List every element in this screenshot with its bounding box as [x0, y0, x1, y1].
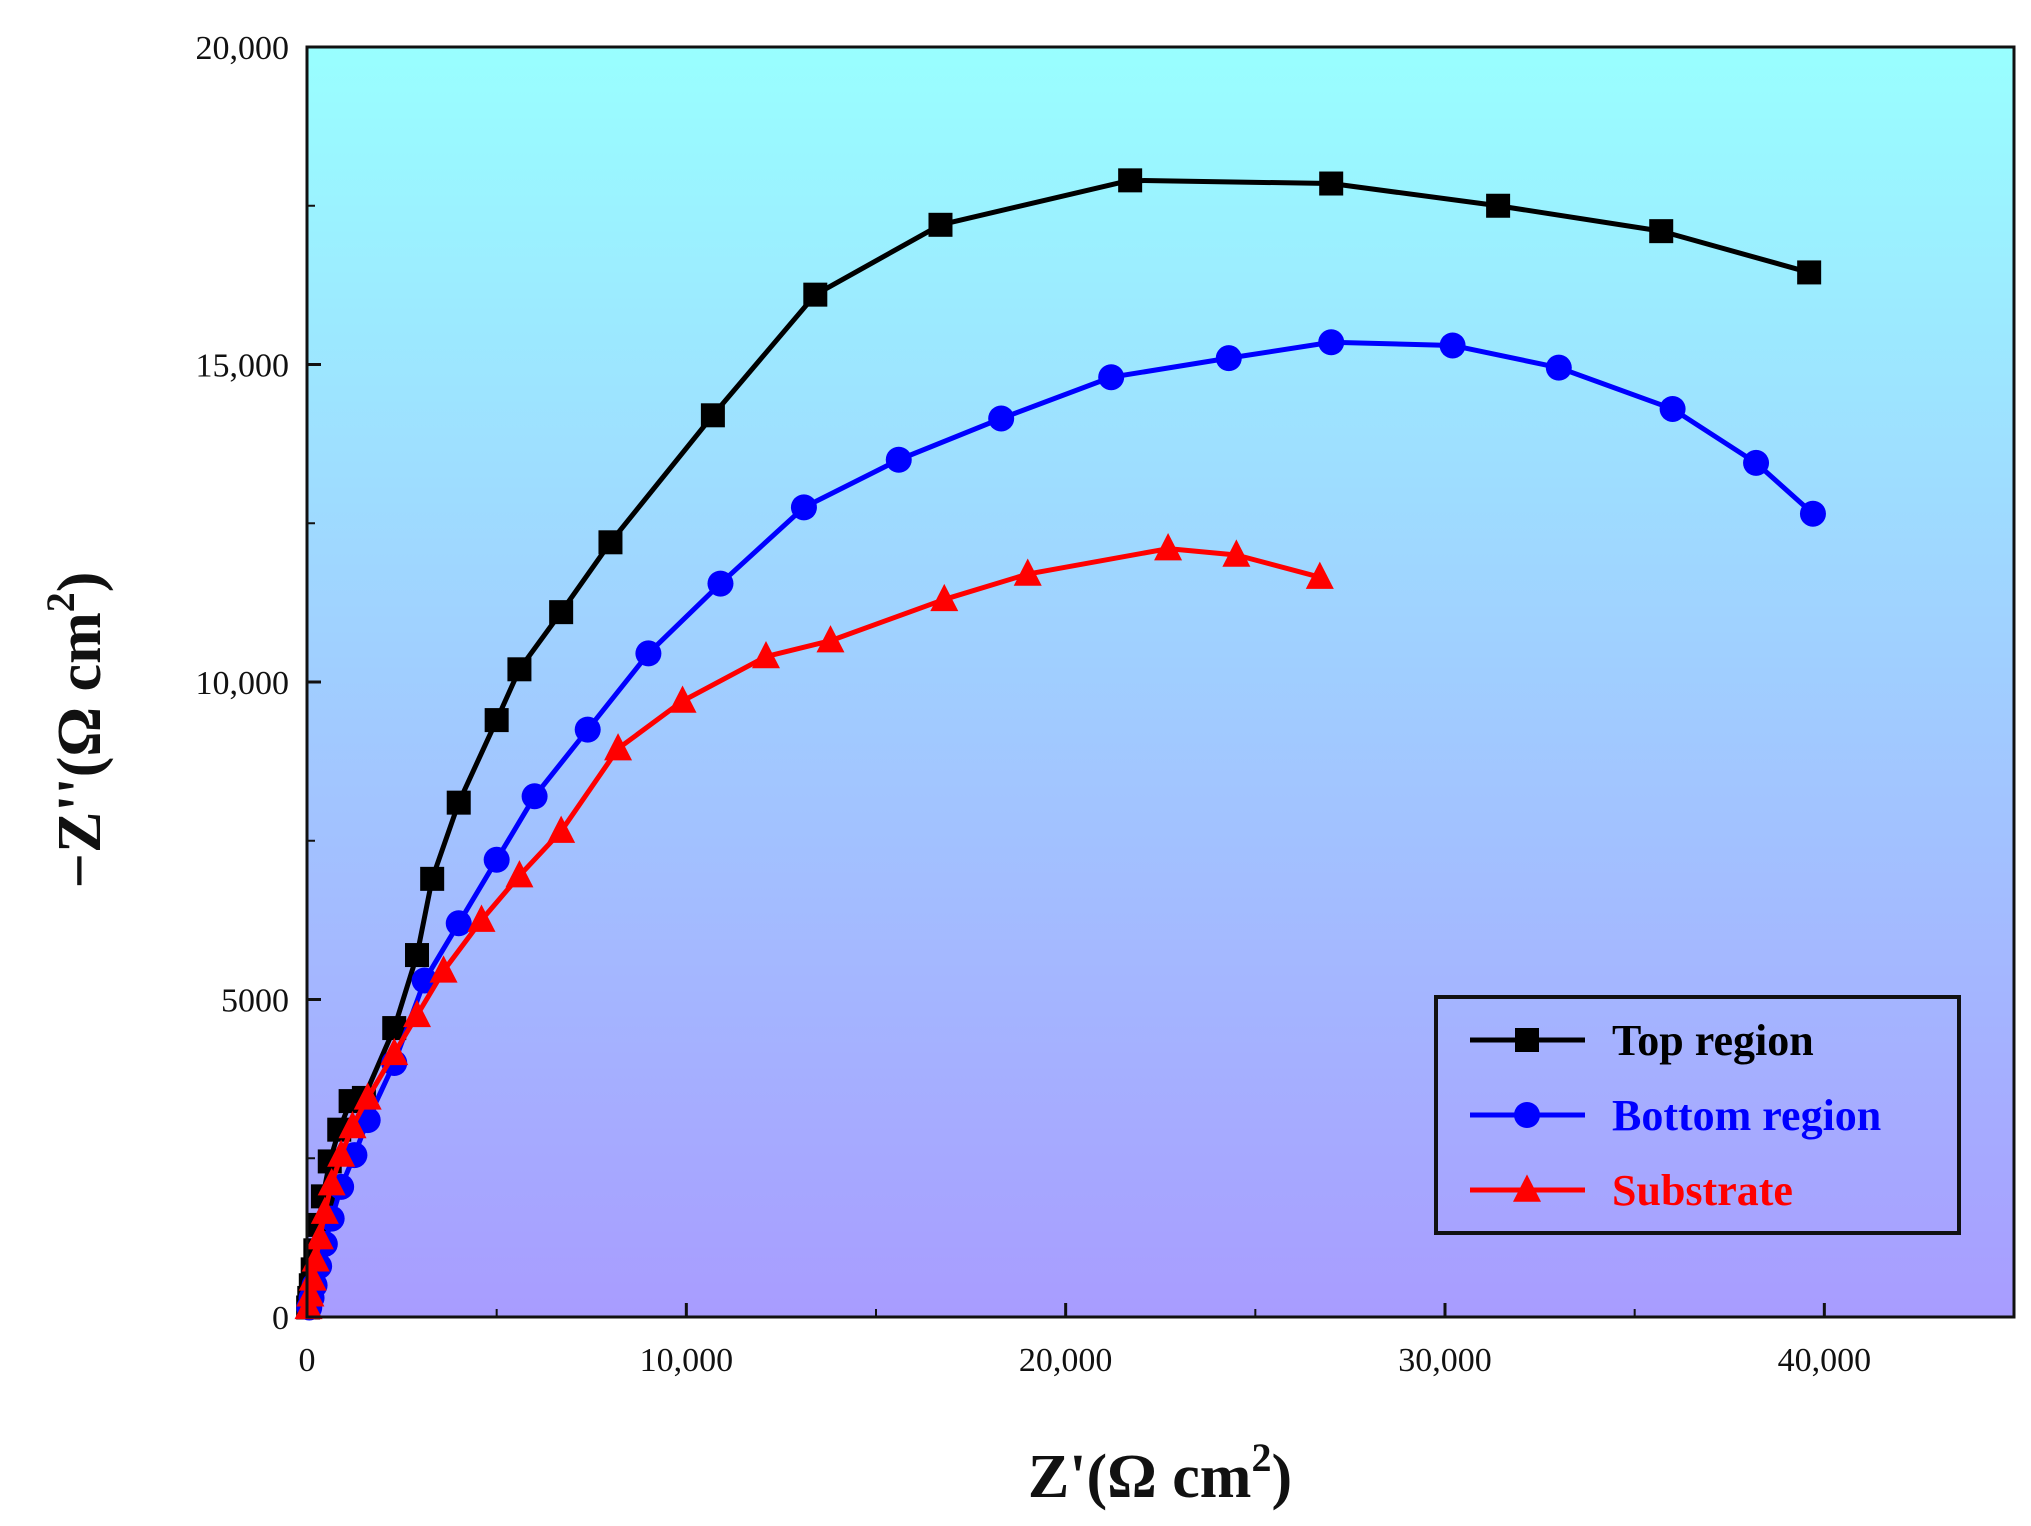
- data-point-top-region: [1118, 168, 1143, 193]
- data-point-substrate: [305, 1222, 334, 1250]
- data-point-substrate: [547, 815, 576, 843]
- legend-item-bottom-region: Bottom region: [1470, 1091, 1881, 1140]
- data-point-top-region: [507, 657, 532, 682]
- legend-box: [1434, 995, 1961, 1235]
- data-point-top-region: [700, 403, 725, 428]
- legend-marker-triangle: [1513, 1174, 1541, 1202]
- data-point-top-region: [420, 866, 445, 891]
- legend-marker-square: [1515, 1028, 1539, 1052]
- data-point-substrate: [317, 1168, 346, 1196]
- data-point-substrate: [1154, 533, 1183, 561]
- data-point-substrate: [301, 1244, 330, 1272]
- series-substrate: [294, 533, 1334, 1320]
- plot-area-background: [307, 47, 2014, 1317]
- x-tick-label: 0: [299, 1342, 316, 1379]
- legend-label: Substrate: [1612, 1166, 1793, 1215]
- data-point-bottom-region: [1439, 332, 1466, 359]
- data-point-top-region: [928, 212, 953, 237]
- data-point-bottom-region: [574, 716, 601, 743]
- data-point-bottom-region: [1743, 449, 1770, 476]
- x-axis-title: Z'(Ω cm2): [1028, 1435, 1292, 1511]
- data-point-bottom-region: [1318, 329, 1345, 356]
- data-point-bottom-region: [521, 783, 548, 810]
- data-point-top-region: [484, 708, 509, 733]
- data-point-substrate: [930, 583, 959, 612]
- data-point-substrate: [353, 1082, 382, 1110]
- data-point-bottom-region: [790, 494, 817, 521]
- x-axis-title-sup: 2: [1251, 1435, 1271, 1480]
- data-point-top-region: [405, 943, 430, 968]
- x-axis-title-close: ): [1271, 1443, 1292, 1511]
- x-tick-label: 30,000: [1398, 1342, 1492, 1379]
- data-point-bottom-region: [1799, 500, 1826, 527]
- plot-frame: [305, 45, 2016, 1319]
- y-axis-title-sup: 2: [38, 592, 83, 612]
- data-point-bottom-region: [1215, 345, 1242, 372]
- data-point-substrate: [327, 1139, 356, 1167]
- data-point-substrate: [816, 625, 845, 653]
- data-point-substrate: [296, 1279, 325, 1307]
- y-axis-title: −Z''(Ω cm2): [38, 572, 114, 889]
- legend-label: Bottom region: [1612, 1091, 1881, 1140]
- data-point-bottom-region: [445, 910, 472, 937]
- data-point-bottom-region: [1545, 354, 1572, 381]
- data-point-top-region: [549, 600, 574, 625]
- data-point-substrate: [403, 999, 432, 1028]
- data-point-top-region: [598, 530, 623, 555]
- data-point-substrate: [467, 904, 496, 932]
- data-point-top-region: [382, 1016, 407, 1041]
- legend-item-substrate: Substrate: [1470, 1166, 1793, 1215]
- data-point-top-region: [803, 282, 828, 307]
- legend-item-top-region: Top region: [1470, 1016, 1814, 1065]
- data-point-substrate: [505, 860, 534, 888]
- data-point-substrate: [429, 955, 458, 983]
- data-point-substrate: [338, 1110, 367, 1139]
- data-point-substrate: [310, 1196, 339, 1224]
- legend: Top region Bottom region Substrate: [1434, 995, 1961, 1235]
- x-axis-title-main: Z'(Ω cm: [1028, 1443, 1252, 1511]
- x-tick-label: 40,000: [1778, 1342, 1872, 1379]
- data-point-bottom-region: [1659, 395, 1686, 422]
- data-point-bottom-region: [483, 846, 510, 873]
- data-point-substrate: [668, 685, 697, 713]
- data-point-top-region: [1797, 260, 1822, 285]
- series-line-bottom-region: [306, 339, 1815, 1309]
- y-axis-title-close: ): [46, 572, 114, 593]
- data-point-bottom-region: [635, 640, 662, 667]
- data-point-bottom-region: [885, 446, 912, 473]
- y-tick-label: 5000: [221, 983, 289, 1020]
- data-point-substrate: [1305, 561, 1334, 589]
- data-point-substrate: [751, 641, 780, 669]
- data-point-substrate: [1222, 539, 1251, 567]
- y-tick-label: 15,000: [196, 348, 290, 385]
- data-point-substrate: [380, 1037, 409, 1066]
- data-point-top-region: [446, 790, 471, 815]
- y-axis-ticks: 0 5000 10,000 15,000 20,000: [196, 30, 321, 1337]
- data-point-bottom-region: [707, 570, 734, 597]
- x-tick-label: 20,000: [1019, 1342, 1113, 1379]
- data-point-top-region: [1319, 171, 1344, 196]
- data-point-top-region: [1649, 219, 1674, 244]
- data-point-top-region: [1486, 193, 1511, 218]
- y-tick-label: 0: [272, 1300, 289, 1337]
- data-point-bottom-region: [1098, 364, 1125, 391]
- x-tick-label: 10,000: [640, 1342, 734, 1379]
- data-point-bottom-region: [988, 405, 1015, 432]
- data-point-substrate: [604, 733, 633, 761]
- data-point-substrate: [1013, 558, 1042, 586]
- legend-label: Top region: [1612, 1016, 1814, 1065]
- y-tick-label: 20,000: [196, 30, 290, 67]
- legend-marker-circle: [1514, 1102, 1540, 1128]
- y-tick-label: 10,000: [196, 665, 290, 702]
- y-axis-title-main: −Z''(Ω cm: [46, 612, 114, 888]
